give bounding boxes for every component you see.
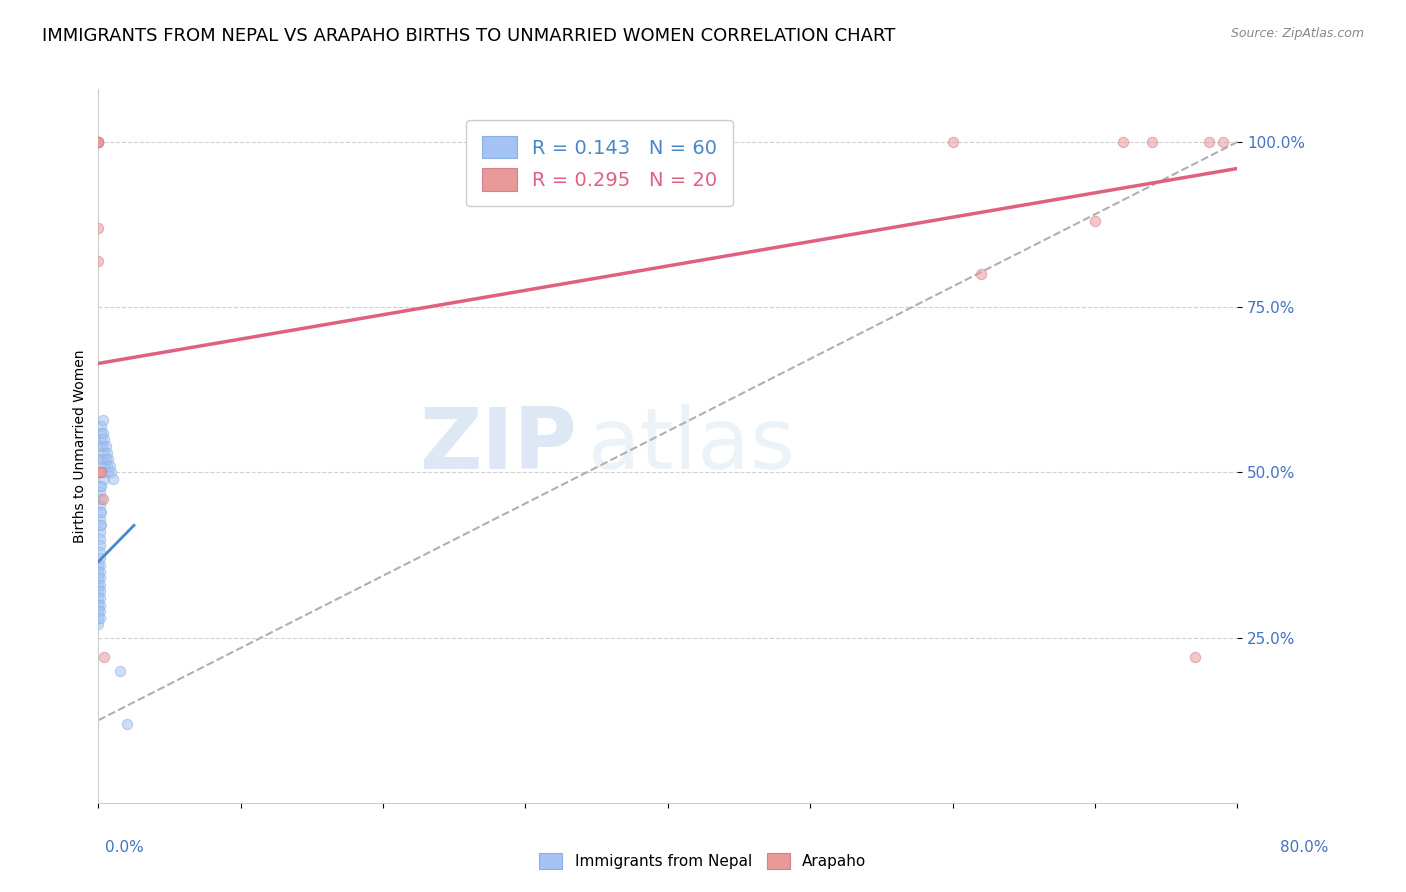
Point [89, 532, 111, 546]
Text: ZIP: ZIP [419, 404, 576, 488]
Point [90, 419, 112, 434]
Point [94, 452, 117, 467]
Point [87, 254, 110, 268]
Point [89, 591, 111, 605]
Point [1184, 650, 1206, 665]
Point [91, 452, 114, 467]
Point [90, 433, 112, 447]
Point [115, 716, 138, 731]
Point [90, 491, 112, 506]
Point [89, 611, 111, 625]
Point [90, 518, 112, 533]
Point [87, 611, 110, 625]
Point [87, 558, 110, 572]
Point [87, 598, 110, 612]
Point [87, 617, 110, 632]
Point [89, 466, 111, 480]
Text: 0.0%: 0.0% [105, 840, 145, 855]
Point [89, 558, 111, 572]
Point [89, 466, 111, 480]
Text: 80.0%: 80.0% [1281, 840, 1329, 855]
Text: IMMIGRANTS FROM NEPAL VS ARAPAHO BIRTHS TO UNMARRIED WOMEN CORRELATION CHART: IMMIGRANTS FROM NEPAL VS ARAPAHO BIRTHS … [42, 27, 896, 45]
Point [91, 439, 114, 453]
Point [90, 466, 112, 480]
Point [89, 518, 111, 533]
Point [89, 565, 111, 579]
Point [87, 135, 110, 149]
Point [89, 538, 111, 552]
Point [1198, 135, 1220, 149]
Point [87, 135, 110, 149]
Point [90, 425, 112, 440]
Point [89, 485, 111, 500]
Point [89, 604, 111, 618]
Point [93, 650, 115, 665]
Point [93, 445, 115, 459]
Point [91, 412, 114, 426]
Point [90, 439, 112, 453]
Point [90, 452, 112, 467]
Point [89, 578, 111, 592]
Point [87, 135, 110, 149]
Point [97, 466, 120, 480]
Point [87, 221, 110, 235]
Point [101, 472, 124, 486]
Point [87, 584, 110, 599]
Point [93, 458, 115, 473]
Point [108, 664, 131, 678]
Point [98, 458, 121, 473]
Point [87, 604, 110, 618]
Point [89, 524, 111, 539]
Legend: Immigrants from Nepal, Arapaho: Immigrants from Nepal, Arapaho [533, 847, 873, 875]
Point [89, 598, 111, 612]
Point [89, 571, 111, 585]
Point [91, 425, 114, 440]
Point [1084, 214, 1107, 228]
Point [1112, 135, 1135, 149]
Point [87, 578, 110, 592]
Point [90, 466, 112, 480]
Point [96, 445, 118, 459]
Point [94, 439, 117, 453]
Point [87, 565, 110, 579]
Point [87, 135, 110, 149]
Point [91, 491, 114, 506]
Point [1212, 135, 1234, 149]
Point [89, 545, 111, 559]
Point [100, 466, 122, 480]
Point [93, 433, 115, 447]
Point [91, 466, 114, 480]
Point [87, 591, 110, 605]
Point [970, 267, 993, 281]
Point [97, 452, 120, 467]
Legend: R = 0.143   N = 60, R = 0.295   N = 20: R = 0.143 N = 60, R = 0.295 N = 20 [467, 120, 733, 206]
Point [90, 478, 112, 492]
Point [89, 511, 111, 525]
Point [89, 584, 111, 599]
Point [87, 571, 110, 585]
Point [942, 135, 965, 149]
Point [93, 472, 115, 486]
Point [96, 458, 118, 473]
Text: atlas: atlas [588, 404, 796, 488]
Point [89, 505, 111, 519]
Point [1140, 135, 1163, 149]
Point [89, 478, 111, 492]
Point [89, 499, 111, 513]
Point [89, 551, 111, 566]
Text: Source: ZipAtlas.com: Source: ZipAtlas.com [1230, 27, 1364, 40]
Point [90, 505, 112, 519]
Y-axis label: Births to Unmarried Women: Births to Unmarried Women [73, 350, 87, 542]
Point [87, 135, 110, 149]
